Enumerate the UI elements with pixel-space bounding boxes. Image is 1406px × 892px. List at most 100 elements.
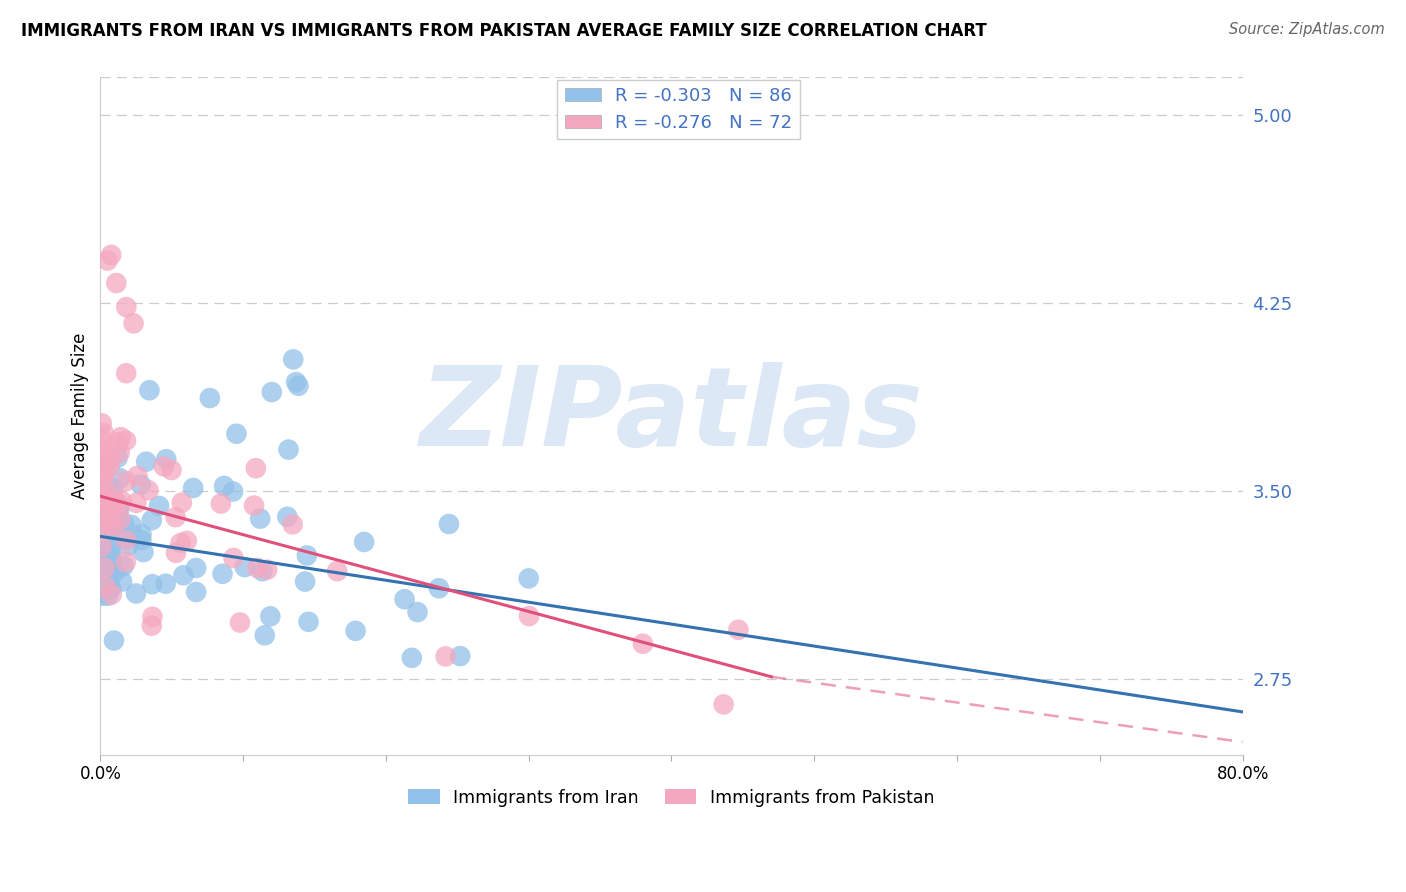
Point [93,470,115,484]
Point [245,461,267,475]
Point [101,551,124,566]
Point [90,589,112,603]
Y-axis label: Average Family Size: Average Family Size [72,333,89,500]
Point [107,435,129,450]
Point [122,317,145,331]
Point [281,517,304,532]
Point [108,471,131,485]
Point [229,615,252,630]
Point [115,533,138,548]
Point [96,493,118,508]
Point [97,510,120,524]
Point [105,498,128,512]
Point [94,577,117,591]
Point [401,651,423,665]
Point [114,532,136,546]
Point [135,455,157,469]
Point [141,577,163,591]
Point [211,566,233,581]
Point [93,476,115,491]
Point [94,546,117,560]
Point [90,417,112,431]
Point [100,552,122,566]
Point [517,571,540,585]
Point [112,559,135,574]
Point [287,379,309,393]
Point [96,454,118,468]
Point [98,442,121,457]
Point [93,560,115,574]
Point [169,536,191,550]
Point [98,521,121,535]
Point [209,497,232,511]
Point [249,511,271,525]
Point [283,352,305,367]
Point [96,455,118,469]
Point [132,545,155,559]
Point [98,576,121,591]
Point [107,500,129,514]
Point [100,588,122,602]
Point [437,516,460,531]
Point [100,248,122,262]
Point [141,609,163,624]
Point [153,459,176,474]
Point [97,498,120,512]
Point [100,487,122,501]
Point [243,499,266,513]
Text: IMMIGRANTS FROM IRAN VS IMMIGRANTS FROM PAKISTAN AVERAGE FAMILY SIZE CORRELATION: IMMIGRANTS FROM IRAN VS IMMIGRANTS FROM … [21,22,987,40]
Point [125,586,148,600]
Point [114,555,136,569]
Point [176,533,198,548]
Point [93,426,115,441]
Point [101,521,124,535]
Point [98,460,121,475]
Point [97,589,120,603]
Point [90,510,112,524]
Point [260,385,283,400]
Point [141,618,163,632]
Point [212,479,235,493]
Point [112,516,135,531]
Point [165,546,187,560]
Point [138,384,160,398]
Point [246,561,269,575]
Point [105,502,128,516]
Text: Source: ZipAtlas.com: Source: ZipAtlas.com [1229,22,1385,37]
Point [100,542,122,557]
Point [259,609,281,624]
Point [111,494,134,508]
Point [96,552,118,566]
Point [90,540,112,554]
Point [295,549,318,563]
Point [155,576,177,591]
Point [90,455,112,469]
Point [222,551,245,566]
Point [115,300,138,314]
Point [101,482,124,496]
Point [148,499,170,513]
Point [434,649,457,664]
Point [427,581,450,595]
Point [110,512,132,526]
Point [98,555,121,569]
Point [115,366,138,380]
Point [198,391,221,405]
Point [98,539,121,553]
Point [125,496,148,510]
Point [96,253,118,268]
Point [406,605,429,619]
Point [344,624,367,638]
Point [98,518,121,533]
Point [141,513,163,527]
Point [103,519,125,533]
Point [394,592,416,607]
Point [253,628,276,642]
Point [107,450,129,465]
Point [225,426,247,441]
Point [98,503,121,517]
Point [222,484,245,499]
Point [96,554,118,568]
Point [121,517,143,532]
Point [631,637,654,651]
